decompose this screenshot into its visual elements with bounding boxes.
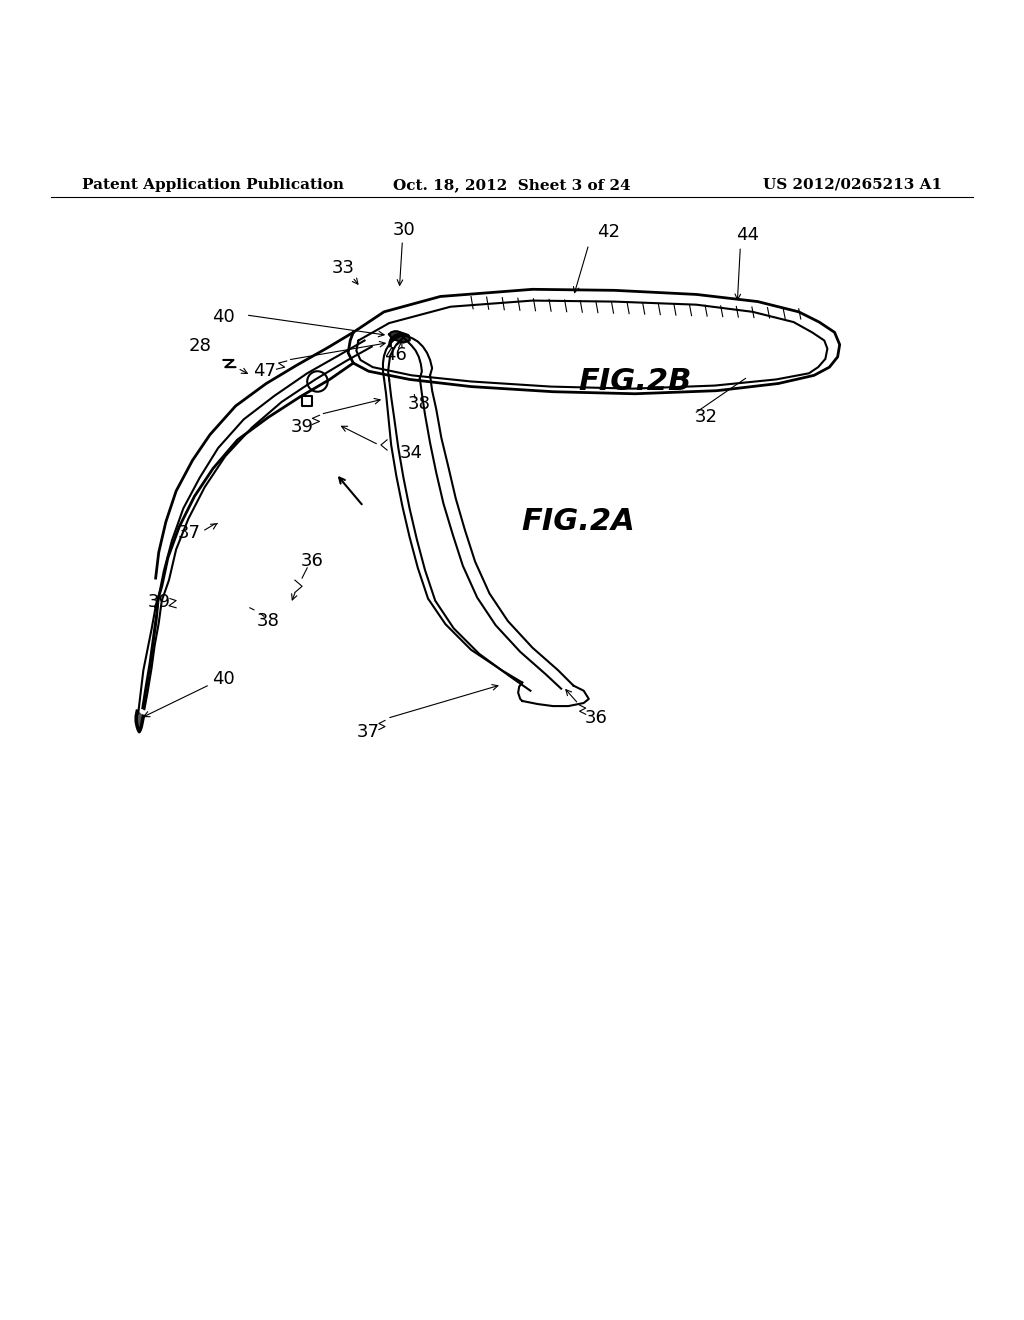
Text: 42: 42 (597, 223, 620, 242)
Text: 36: 36 (585, 709, 607, 727)
Text: 33: 33 (332, 259, 354, 277)
Text: 37: 37 (357, 722, 380, 741)
Text: 46: 46 (384, 346, 407, 364)
Text: Patent Application Publication: Patent Application Publication (82, 178, 344, 191)
Text: 37: 37 (178, 524, 201, 543)
Text: 44: 44 (736, 226, 759, 244)
Text: FIG.2B: FIG.2B (579, 367, 691, 396)
Text: 40: 40 (212, 671, 234, 689)
Text: 34: 34 (399, 444, 422, 462)
Text: 40: 40 (212, 308, 234, 326)
Text: 36: 36 (301, 552, 324, 570)
Text: 32: 32 (695, 408, 718, 426)
Text: FIG.2A: FIG.2A (521, 507, 636, 536)
Text: 30: 30 (393, 220, 416, 239)
Text: Oct. 18, 2012  Sheet 3 of 24: Oct. 18, 2012 Sheet 3 of 24 (393, 178, 631, 191)
Text: 38: 38 (257, 612, 280, 630)
Polygon shape (389, 331, 410, 343)
Text: 28: 28 (188, 337, 211, 355)
Text: 47: 47 (253, 362, 275, 380)
Text: 39: 39 (291, 417, 313, 436)
Text: 38: 38 (408, 395, 430, 413)
Polygon shape (136, 711, 143, 731)
Text: 39: 39 (147, 593, 170, 611)
Text: US 2012/0265213 A1: US 2012/0265213 A1 (763, 178, 942, 191)
